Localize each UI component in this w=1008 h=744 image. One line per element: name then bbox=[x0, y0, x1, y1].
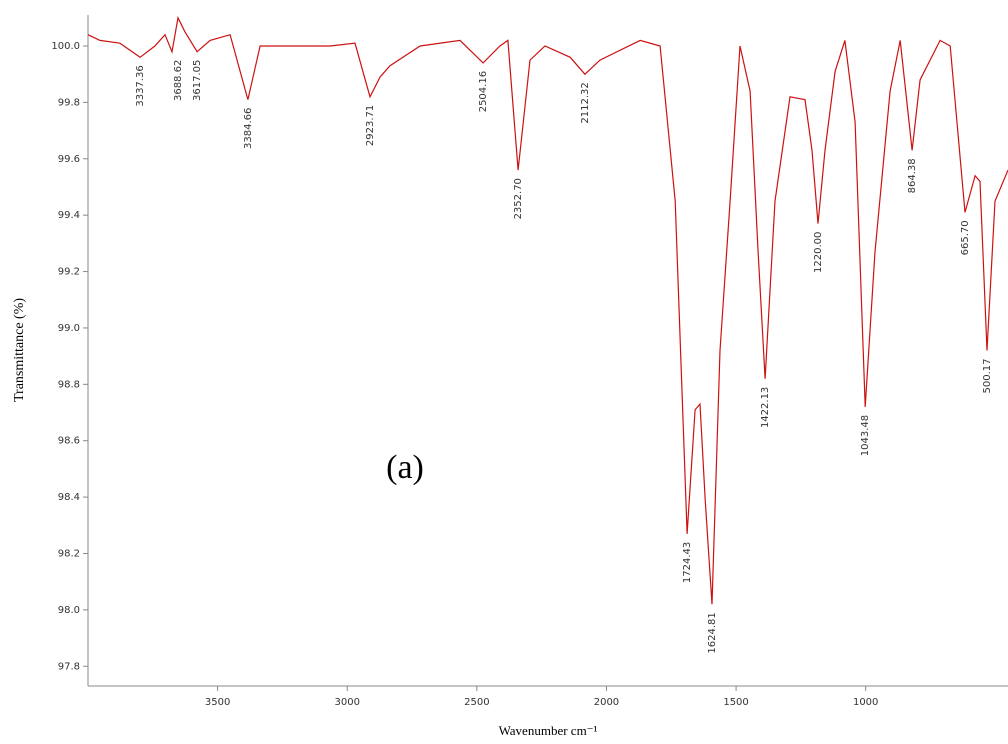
x-tick-label: 1500 bbox=[723, 697, 748, 708]
peak-label: 3337.36 bbox=[135, 65, 146, 106]
y-tick-label: 99.4 bbox=[58, 210, 80, 221]
y-tick-label: 97.8 bbox=[58, 661, 80, 672]
y-tick-label: 99.0 bbox=[58, 323, 80, 334]
panel-label: (a) bbox=[386, 449, 424, 486]
y-axis-label: Transmittance (%) bbox=[12, 298, 27, 402]
peak-label: 2112.32 bbox=[580, 82, 591, 123]
y-tick-label: 100.0 bbox=[51, 41, 80, 52]
peak-label: 500.17 bbox=[982, 359, 993, 394]
x-tick-label: 3500 bbox=[205, 697, 230, 708]
x-tick-label: 3000 bbox=[335, 697, 360, 708]
spectrum-line bbox=[87, 15, 1008, 605]
peak-label: 864.38 bbox=[907, 158, 918, 193]
peak-label: 665.70 bbox=[960, 220, 971, 255]
y-tick-label: 99.2 bbox=[58, 267, 80, 278]
y-tick-label: 99.8 bbox=[58, 97, 80, 108]
x-tick-label: 2000 bbox=[594, 697, 619, 708]
peak-label: 1422.13 bbox=[760, 387, 771, 428]
peak-label: 3617.05 bbox=[192, 60, 203, 101]
x-axis-label: Wavenumber cm⁻¹ bbox=[499, 723, 598, 738]
peak-label: 1724.43 bbox=[682, 542, 693, 583]
y-tick-label: 98.8 bbox=[58, 379, 80, 390]
peak-label: 1220.00 bbox=[813, 232, 824, 273]
y-tick-label: 99.6 bbox=[58, 154, 80, 165]
peak-label: 1624.81 bbox=[707, 612, 718, 653]
peak-label: 2923.71 bbox=[365, 105, 376, 146]
y-tick-label: 98.4 bbox=[58, 492, 80, 503]
peak-label: 3688.62 bbox=[173, 60, 184, 101]
y-tick-label: 98.0 bbox=[58, 605, 80, 616]
x-tick-label: 1000 bbox=[853, 697, 878, 708]
y-tick-label: 98.2 bbox=[58, 548, 80, 559]
peak-label: 2504.16 bbox=[478, 71, 489, 112]
peak-label: 3384.66 bbox=[243, 108, 254, 149]
x-tick-label: 2500 bbox=[464, 697, 489, 708]
peak-label: 1043.48 bbox=[860, 415, 871, 456]
peak-label: 2352.70 bbox=[513, 178, 524, 219]
y-tick-label: 98.6 bbox=[58, 436, 80, 447]
